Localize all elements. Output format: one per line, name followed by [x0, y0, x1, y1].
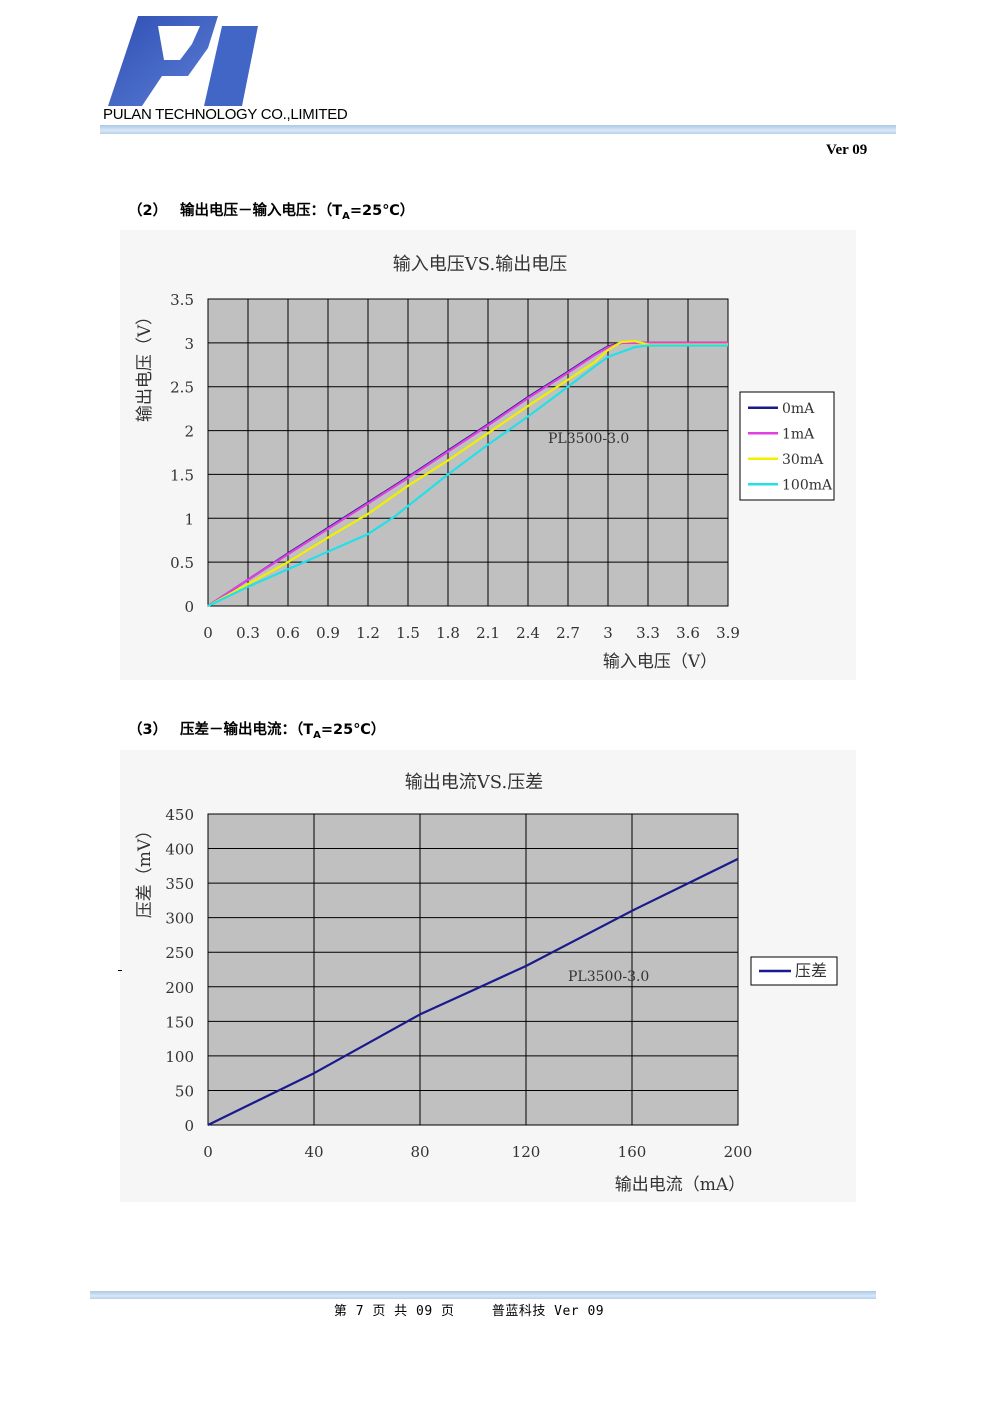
chart-current-vs-dropout: 输出电流VS.压差 0 40 80 120 160 200 0 50 100 150 200 250 30… — [135, 772, 838, 1195]
y-tick-label: 0 — [184, 1117, 194, 1135]
section-number: （2） — [128, 203, 168, 219]
x-tick-label: 120 — [512, 1143, 541, 1161]
chart-title: 输入电压VS.输出电压 — [393, 254, 567, 275]
section-title-suffix: =25℃） — [320, 722, 386, 738]
page-footer: 第 7 页 共 09 页 普蓝科技 Ver 09 — [0, 1300, 938, 1319]
legend-label: 30mA — [782, 452, 824, 468]
section-number: （3） — [128, 722, 168, 738]
y-tick-label: 2 — [184, 423, 194, 441]
series-line-1mA — [207, 341, 728, 607]
section-2-heading: （2） 输出电压－输入电压：（TA=25℃） — [128, 199, 414, 222]
x-tick-label: 2.1 — [476, 624, 500, 642]
x-tick-label: 160 — [618, 1143, 647, 1161]
section-3-heading: （3） 压差－输出电流：（TA=25℃） — [128, 718, 385, 741]
version-label: Ver 09 — [826, 142, 868, 158]
y-tick-label: 50 — [175, 1082, 194, 1100]
x-tick-label: 3.3 — [636, 624, 660, 642]
x-tick-label: 0 — [203, 624, 213, 642]
y-tick-label: 150 — [165, 1013, 194, 1031]
y-tick-label: 200 — [165, 979, 194, 997]
series-line-100mA — [207, 344, 728, 607]
x-tick-label: 1.2 — [356, 624, 380, 642]
chart-title: 输出电流VS.压差 — [405, 772, 543, 793]
x-tick-label: 3.6 — [676, 624, 700, 642]
legend-label: 0mA — [782, 401, 815, 417]
y-tick-label: 0 — [184, 598, 194, 616]
legend-label: 1mA — [782, 426, 815, 442]
y-tick-label: 350 — [165, 875, 194, 893]
company-name: PULAN TECHNOLOGY CO.,LIMITED — [103, 106, 348, 123]
y-tick-label: 3.5 — [170, 291, 194, 309]
header-rule — [100, 125, 896, 134]
y-tick-label: 300 — [165, 910, 194, 928]
x-tick-label: 1.8 — [436, 624, 460, 642]
footer-rule — [90, 1291, 876, 1299]
chart-annotation: PL3500-3.0 — [568, 969, 649, 985]
x-tick-label: 40 — [304, 1143, 323, 1161]
page-number: 第 7 页 共 09 页 — [333, 1304, 455, 1319]
x-tick-label: 2.4 — [516, 624, 540, 642]
x-tick-label: 0.9 — [316, 624, 340, 642]
y-tick-label: 2.5 — [170, 379, 194, 397]
y-tick-label: 400 — [165, 841, 194, 859]
legend-label: 100mA — [782, 477, 833, 493]
chart-voltage-in-vs-out: 输入电压VS.输出电压 0 0.3 0.6 0.9 1.2 1.5 1.8 2.1 2.4 2.7 3… — [135, 254, 835, 672]
x-tick-label: 80 — [410, 1143, 429, 1161]
x-tick-label: 3 — [603, 624, 613, 642]
y-tick-label: 1.5 — [170, 466, 194, 484]
x-tick-label: 2.7 — [556, 624, 580, 642]
plot-area — [207, 813, 739, 1126]
x-axis-title: 输出电流（mA） — [615, 1175, 745, 1195]
y-tick-label: 1 — [184, 510, 194, 528]
section-title-suffix: =25℃） — [349, 203, 415, 219]
section-title: 输出电压－输入电压：（T — [180, 203, 343, 219]
legend-box — [739, 391, 835, 501]
company-logo — [108, 16, 258, 106]
chart1-container: 输入电压VS.输出电压 0 0.3 0.6 0.9 1.2 1.5 1.8 2.1 2.4 2.7 3… — [120, 230, 856, 680]
chart-annotation: PL3500-3.0 — [548, 431, 629, 447]
series-line-30mA — [207, 340, 728, 607]
footer-company: 普蓝科技 Ver 09 — [491, 1304, 605, 1319]
x-tick-label: 200 — [724, 1143, 753, 1161]
y-axis-title: 压差（mV） — [135, 822, 155, 918]
y-tick-label: 100 — [165, 1048, 194, 1066]
x-tick-label: 1.5 — [396, 624, 420, 642]
y-axis-title: 输出电压（V） — [135, 308, 155, 422]
margin-mark — [118, 970, 122, 971]
x-tick-label: 0.3 — [236, 624, 260, 642]
section-title-subscript: A — [342, 210, 350, 222]
plot-area — [207, 298, 729, 607]
x-tick-label: 0 — [203, 1143, 213, 1161]
legend-label: 压差 — [795, 961, 827, 980]
x-tick-label: 3.9 — [716, 624, 740, 642]
series-line-压差 — [207, 857, 739, 1126]
x-tick-label: 0.6 — [276, 624, 300, 642]
y-tick-label: 3 — [184, 335, 194, 353]
chart2-container: 输出电流VS.压差 0 40 80 120 160 200 0 50 100 150 200 250 30… — [120, 750, 856, 1202]
section-title: 压差－输出电流：（T — [180, 722, 314, 738]
y-tick-label: 450 — [165, 806, 194, 824]
section-title-subscript: A — [313, 729, 321, 741]
y-tick-label: 250 — [165, 944, 194, 962]
y-tick-label: 0.5 — [170, 554, 194, 572]
x-axis-title: 输入电压（V） — [603, 652, 717, 672]
